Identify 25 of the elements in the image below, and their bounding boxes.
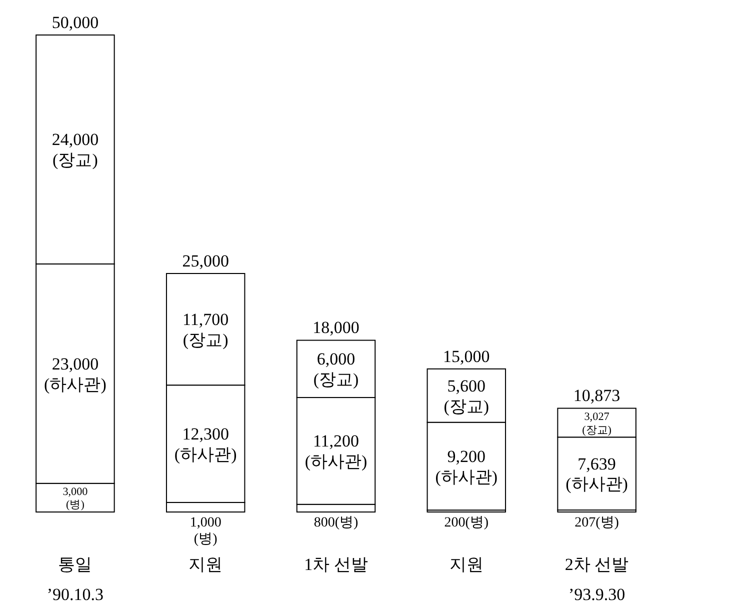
total-label: 15,000 — [443, 346, 490, 366]
data-label: 207(병) — [574, 515, 620, 530]
x-tick-label: 지원 — [449, 555, 484, 574]
total-label: 10,873 — [573, 386, 620, 406]
data-label: 3,000 (병) — [62, 486, 88, 512]
data-label: 800(병) — [314, 515, 358, 530]
x-tick-label: 1차 선발 — [304, 555, 368, 574]
data-label: 9,200 (하사관) — [435, 446, 498, 486]
data-label: 200(병) — [444, 515, 489, 530]
data-label: 23,000 (하사관) — [44, 354, 106, 394]
data-label: 3,027 (장교) — [582, 410, 612, 436]
data-label: 7,639 (하사관) — [566, 454, 628, 494]
data-label: 12,300 (하사관) — [174, 424, 237, 464]
data-label: 1,000 (병) — [190, 515, 222, 548]
x-tick-label: 2차 선발 ’93.9.30 — [564, 555, 629, 604]
x-tick-label: 통일 ’90.10.3 — [46, 555, 104, 604]
data-label: 24,000 (장교) — [52, 130, 99, 170]
total-label: 25,000 — [182, 251, 229, 270]
total-label: 18,000 — [312, 318, 360, 338]
data-label: 11,200 (하사관) — [304, 432, 368, 472]
x-tick-label: 지원 — [188, 555, 223, 574]
data-label: 11,700 (장교) — [182, 310, 229, 350]
total-label: 50,000 — [52, 12, 99, 32]
data-label: 6,000 (장교) — [313, 350, 359, 390]
data-label: 5,600 (장교) — [444, 376, 490, 416]
